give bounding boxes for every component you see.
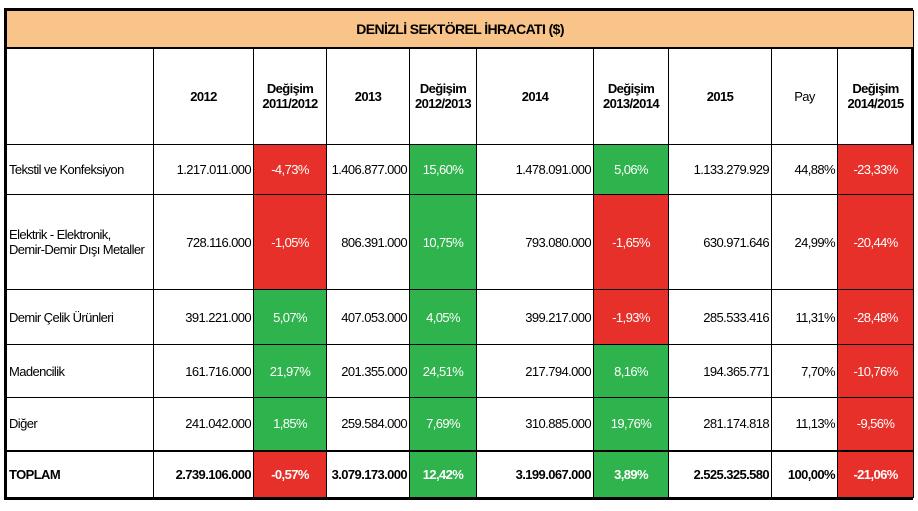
change-cell: -9,56% [836,397,915,451]
value-cell: 3.199.067.000 [476,449,594,498]
value-cell: 310.885.000 [476,397,594,451]
value-cell: 1.406.877.000 [326,144,410,195]
value-cell: 1.133.279.929 [668,144,772,195]
export-table: DENİZLİ SEKTÖREL İHRACATI ($) 2012 Değişim… [5,10,915,498]
header-cell: Değişim 2014/2015 [836,47,915,145]
data-row: TOPLAM 2.739.106.000 -0,57% 3.079.173.000 12… [6,449,915,498]
header-cell: Değişim 2013/2014 [593,47,669,145]
data-row: Elektrik - Elektronik, Demir-Demir Dışı … [6,194,915,290]
header-cell: 2013 [326,47,410,145]
value-cell: 630.971.646 [668,194,772,290]
value-cell: 2.739.106.000 [153,449,254,498]
title-row: DENİZLİ SEKTÖREL İHRACATI ($) [5,10,915,49]
change-cell: -28,48% [836,289,915,345]
change-cell: -4,73% [253,144,327,195]
value-cell: 11,31% [771,289,838,345]
value-cell: 259.584.000 [326,397,410,451]
change-cell: -20,44% [836,194,915,290]
header-cell: Pay [771,47,838,145]
header-cell: 2012 [153,47,254,145]
change-cell: 24,51% [409,344,477,398]
row-label: Madencilik [6,344,154,398]
row-label: Tekstil ve Konfeksiyon [6,144,154,195]
data-row: Demir Çelik Ürünleri 391.221.000 5,07% 407.… [6,289,915,345]
change-cell: 10,75% [409,194,477,290]
value-cell: 407.053.000 [326,289,410,345]
change-cell: -23,33% [836,144,915,195]
value-cell: 11,13% [771,397,838,451]
data-row: Madencilik 161.716.000 21,97% 201.355.000 24… [6,344,915,398]
data-row: Diğer 241.042.000 1,85% 259.584.000 7,69% 310… [6,397,915,451]
change-cell: 15,60% [409,144,477,195]
value-cell: 161.716.000 [153,344,254,398]
value-cell: 728.116.000 [153,194,254,290]
change-cell: -21,06% [836,449,915,498]
change-cell: 19,76% [593,397,669,451]
change-cell: -1,65% [593,194,669,290]
header-cell: 2014 [476,47,594,145]
value-cell: 217.794.000 [476,344,594,398]
change-cell: -1,93% [593,289,669,345]
header-cell: 2015 [668,47,772,145]
header-cell: Değişim 2012/2013 [409,47,477,145]
row-label: Demir Çelik Ürünleri [6,289,154,345]
value-cell: 7,70% [771,344,838,398]
value-cell: 806.391.000 [326,194,410,290]
change-cell: 12,42% [409,449,477,498]
change-cell: 1,85% [253,397,327,451]
change-cell: -10,76% [836,344,915,398]
value-cell: 2.525.325.580 [668,449,772,498]
change-cell: 3,89% [593,449,669,498]
change-cell: -1,05% [253,194,327,290]
change-cell: 8,16% [593,344,669,398]
data-row: Tekstil ve Konfeksiyon 1.217.011.000 -4,73… [6,144,915,195]
value-cell: 1.478.091.000 [476,144,594,195]
table-body: DENİZLİ SEKTÖREL İHRACATI ($) 2012 Değişim… [5,10,915,498]
value-cell: 281.174.818 [668,397,772,451]
header-cell: Değişim 2011/2012 [253,47,327,145]
change-cell: -0,57% [253,449,327,498]
change-cell: 7,69% [409,397,477,451]
change-cell: 4,05% [409,289,477,345]
value-cell: 399.217.000 [476,289,594,345]
value-cell: 241.042.000 [153,397,254,451]
value-cell: 285.533.416 [668,289,772,345]
value-cell: 391.221.000 [153,289,254,345]
value-cell: 201.355.000 [326,344,410,398]
change-cell: 5,07% [253,289,327,345]
table-title: DENİZLİ SEKTÖREL İHRACATI ($) [5,10,915,49]
value-cell: 793.080.000 [476,194,594,290]
change-cell: 5,06% [593,144,669,195]
header-cell [6,47,154,145]
header-row: 2012 Değişim 2011/2012 2013 Değişim 2012/20… [6,47,915,145]
value-cell: 100,00% [771,449,838,498]
value-cell: 44,88% [771,144,838,195]
row-label: Elektrik - Elektronik, Demir-Demir Dışı … [6,194,154,290]
value-cell: 24,99% [771,194,838,290]
row-label: Diğer [6,397,154,451]
value-cell: 1.217.011.000 [153,144,254,195]
row-label: TOPLAM [6,449,154,498]
change-cell: 21,97% [253,344,327,398]
value-cell: 194.365.771 [668,344,772,398]
value-cell: 3.079.173.000 [326,449,410,498]
table-frame: DENİZLİ SEKTÖREL İHRACATI ($) 2012 Değişim… [4,8,915,500]
